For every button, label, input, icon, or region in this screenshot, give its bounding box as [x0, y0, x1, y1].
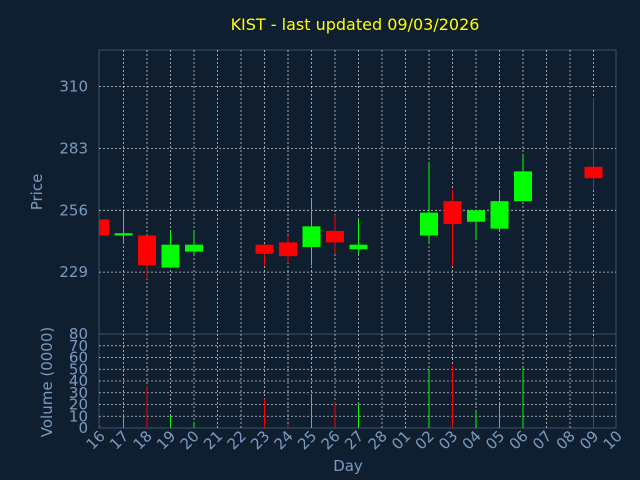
candle-body [584, 166, 603, 179]
candle-body [114, 233, 133, 236]
volume-tick-label: 80 [69, 325, 88, 343]
x-tick-label: 23 [247, 427, 273, 453]
candle-body [443, 201, 462, 225]
candle-06 [514, 155, 532, 202]
volume-tick-label: 40 [69, 372, 88, 390]
volume-tick-label: 20 [69, 396, 88, 414]
price-tick-label: 283 [59, 139, 88, 157]
candle-23 [255, 244, 274, 266]
candle-body [99, 219, 109, 236]
x-tick-label: 21 [200, 427, 226, 453]
candles [99, 98, 603, 280]
price-tick-label: 229 [59, 263, 88, 281]
price-y-ticks: 229 256 283 310 [59, 78, 88, 282]
candle-26 [326, 214, 344, 254]
candle-body [138, 235, 156, 266]
candle-18 [138, 235, 156, 280]
candle-body [255, 244, 274, 254]
x-tick-label: 02 [412, 427, 438, 453]
candle-09 [584, 98, 603, 190]
candle-body [420, 212, 438, 236]
volume-tick-label: 50 [69, 360, 88, 378]
volume-tick-label: 60 [69, 349, 88, 367]
x-tick-label: 28 [365, 427, 391, 453]
x-tick-label: 09 [576, 427, 602, 453]
volume-bars [99, 338, 594, 428]
candle-body [161, 244, 180, 268]
x-tick-label: 07 [529, 427, 555, 453]
candle-body [349, 244, 368, 250]
x-axis-label: Day [333, 457, 363, 475]
x-tick-label: 05 [482, 427, 508, 453]
x-axis-ticks: 1617181920212223242526272801020304050607… [83, 427, 626, 453]
candle-24 [279, 235, 297, 263]
x-tick-label: 01 [388, 427, 414, 453]
volume-grid [99, 334, 616, 428]
volume-tick-label: 30 [69, 384, 88, 402]
candle-25 [302, 198, 321, 266]
candle-body [279, 242, 297, 257]
candle-27 [349, 219, 368, 254]
candle-body [514, 171, 532, 202]
candle-body [490, 201, 509, 229]
candle-02 [420, 162, 438, 243]
x-tick-label: 06 [506, 427, 532, 453]
x-tick-label: 22 [224, 427, 250, 453]
x-tick-label: 03 [435, 427, 461, 453]
candle-body [326, 230, 344, 243]
x-tick-label: 17 [106, 427, 132, 453]
candle-19 [161, 230, 180, 268]
candle-04 [467, 210, 485, 241]
x-tick-label: 18 [130, 427, 156, 453]
volume-tick-label: 0 [78, 419, 88, 437]
candle-05 [490, 189, 509, 231]
x-tick-label: 04 [459, 427, 485, 453]
candle-16 [99, 219, 109, 236]
x-tick-label: 20 [177, 427, 203, 453]
volume-axis-label: Volume (0000) [38, 327, 56, 437]
candle-body [185, 244, 203, 252]
x-tick-label: 27 [341, 427, 367, 453]
candle-17 [114, 210, 133, 243]
candle-03 [443, 189, 462, 266]
price-panel-frame [98, 49, 617, 335]
x-tick-label: 08 [553, 427, 579, 453]
x-tick-label: 25 [294, 427, 320, 453]
candle-body [467, 210, 485, 222]
x-tick-label: 24 [271, 427, 297, 453]
x-tick-label: 19 [153, 427, 179, 453]
candle-20 [185, 230, 203, 257]
chart-title: KIST - last updated 09/03/2026 [231, 15, 480, 34]
price-tick-label: 256 [59, 201, 88, 219]
x-tick-label: 26 [318, 427, 344, 453]
volume-tick-label: 10 [69, 407, 88, 425]
price-panel: 229 256 283 310 Price [28, 49, 617, 335]
price-axis-label: Price [28, 174, 46, 211]
price-grid [99, 50, 616, 334]
x-tick-label: 10 [600, 427, 626, 453]
candle-body [302, 226, 321, 247]
price-tick-label: 310 [59, 78, 88, 96]
volume-tick-label: 70 [69, 337, 88, 355]
